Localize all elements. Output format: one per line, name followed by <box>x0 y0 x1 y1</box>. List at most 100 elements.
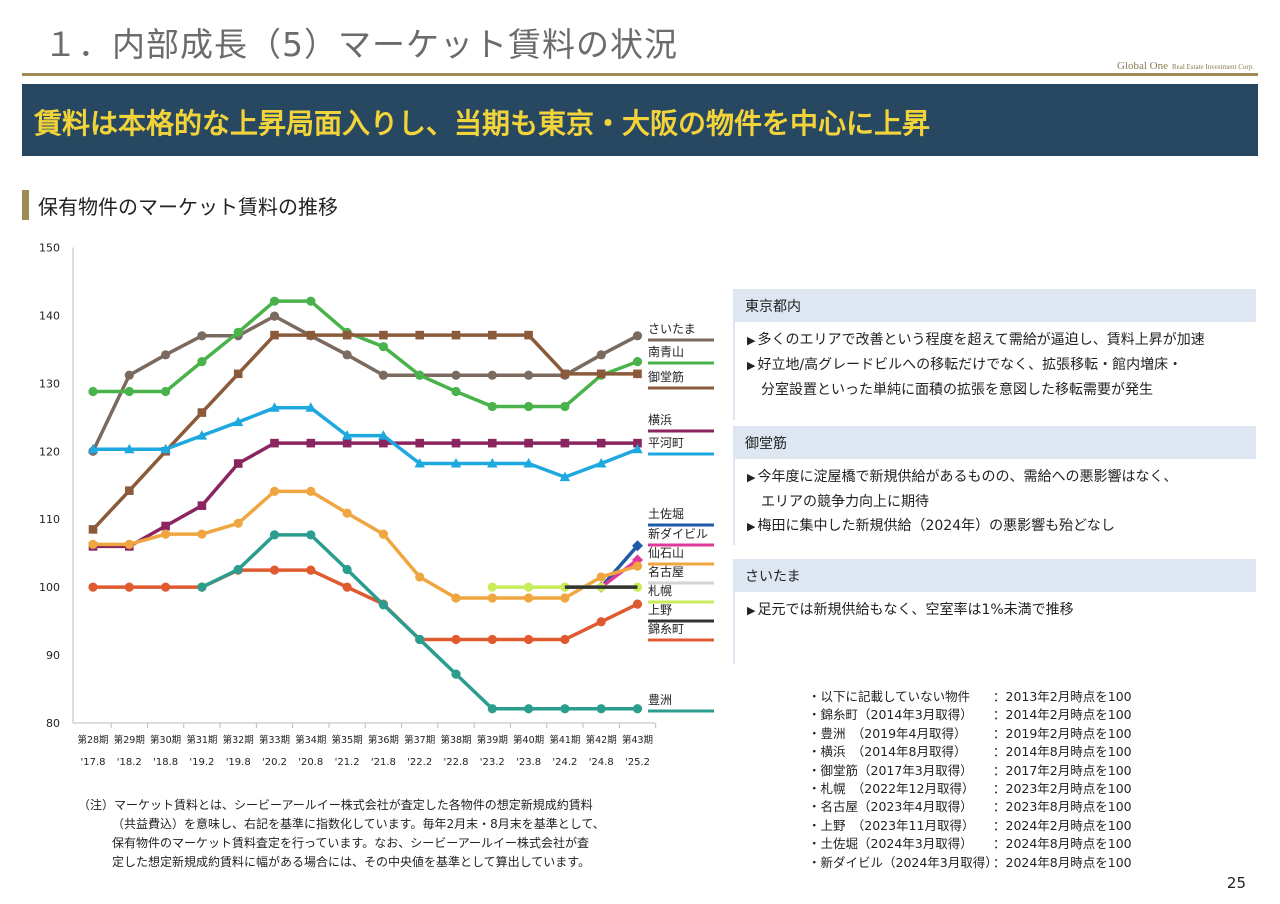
data-point <box>88 525 98 534</box>
panel-body: ▶ 今年度に淀屋橋で新規供給があるものの、需給への悪影響はなく、 エリアの競争力向上… <box>733 459 1256 545</box>
brand-logo: Global One Real Estate Investment Corp. <box>1117 60 1254 72</box>
panel-2: さいたま ▶ 足元では新規供給もなく、空室率は1%未満で推移 <box>733 559 1256 664</box>
title-rule <box>22 73 1258 76</box>
data-point <box>415 572 425 582</box>
baseline-notes: ・以下に記載していない物件 ：2013年2月時点を100 ・錦糸町（2014年3月取… <box>808 688 1132 872</box>
data-point <box>197 357 207 367</box>
panel-0: 東京都内 ▶ 多くのエリアで改善という程度を超えて需給が逼迫し、賃料上昇が加速 ▶ 好立… <box>733 289 1256 420</box>
data-point <box>451 634 461 645</box>
bullet-text: 今年度に淀屋橋で新規供給があるものの、需給への悪影響はなく、 <box>757 469 1178 485</box>
data-point <box>306 565 316 575</box>
x-tick-date-label: '21.2 <box>335 757 360 768</box>
data-point <box>596 704 606 714</box>
x-tick-label: 第32期 <box>223 734 254 746</box>
y-tick-label: 150 <box>39 242 60 255</box>
footnote-line: 定した想定新規成約賃料に幅がある場合には、その中央値を基準として算出しています。 <box>112 855 591 869</box>
note-baseline: ：2014年8月時点を100 <box>993 744 1132 760</box>
note-row: ・豊洲 （2019年4月取得） ：2019年2月時点を100 <box>808 725 1132 743</box>
data-point <box>488 330 497 340</box>
data-point <box>233 459 243 468</box>
bullet-arrow-icon: ▶ <box>747 334 756 347</box>
data-point <box>197 331 207 341</box>
x-tick-label: 第31期 <box>186 734 217 746</box>
x-tick-date-label: '18.8 <box>153 757 178 768</box>
data-point <box>124 386 134 397</box>
x-tick-date-label: '18.2 <box>117 757 142 768</box>
bullet-text: 多くのエリアで改善という程度を超えて需給が逼迫し、賃料上昇が加速 <box>757 332 1205 348</box>
data-point <box>487 704 497 714</box>
data-point <box>451 593 461 603</box>
data-point <box>233 369 243 379</box>
legend-label: 御堂筋 <box>648 369 684 384</box>
x-tick-date-label: '24.8 <box>589 757 614 768</box>
data-point <box>524 370 534 380</box>
x-tick-label: 第42期 <box>586 734 617 746</box>
data-point <box>378 430 389 440</box>
data-point <box>596 350 606 360</box>
data-point <box>524 401 534 412</box>
data-point <box>160 443 171 454</box>
x-tick-date-label: '24.2 <box>552 757 577 768</box>
data-point <box>596 617 606 627</box>
bullet-text: 足元では新規供給もなく、空室率は1%未満で推移 <box>757 602 1074 618</box>
footnote-line: （共益費込）を意味し、右記を基準に指数化しています。毎年2月末・8月末を基準とし… <box>112 817 605 831</box>
x-tick-date-label: '20.2 <box>262 757 287 768</box>
data-point <box>487 634 497 645</box>
data-point <box>124 582 134 592</box>
brand-sub: Real Estate Investment Corp. <box>1171 63 1254 71</box>
data-point <box>269 565 280 575</box>
note-baseline: ：2019年2月時点を100 <box>993 725 1132 741</box>
data-point <box>524 634 534 645</box>
x-tick-date-label: '25.2 <box>625 757 650 768</box>
note-baseline: ：2013年2月時点を100 <box>993 689 1132 704</box>
panel-title: さいたま <box>733 559 1256 592</box>
bullet-arrow-icon: ▶ <box>747 604 756 617</box>
data-point <box>306 438 316 448</box>
data-point <box>415 330 424 340</box>
data-point <box>488 438 497 448</box>
panel-title: 御堂筋 <box>733 426 1256 459</box>
series-line-錦糸町 <box>93 568 639 642</box>
data-point <box>342 582 352 592</box>
data-point <box>632 331 643 341</box>
x-tick-label: 第39期 <box>477 734 508 746</box>
data-point <box>633 369 642 379</box>
series-line-さいたま <box>91 314 639 453</box>
x-tick-label: 第36期 <box>368 734 399 746</box>
bullet-text: 好立地/高グレードビルへの移転だけでなく、拡張移転・館内増床・ <box>757 357 1183 373</box>
data-point <box>487 458 498 468</box>
data-point <box>415 370 425 380</box>
note-property: ・以下に記載していない物件 <box>808 689 971 704</box>
x-tick-date-label: '22.2 <box>407 757 432 768</box>
data-point <box>269 296 280 306</box>
y-tick-label: 120 <box>39 445 60 458</box>
data-point <box>632 357 643 367</box>
footnote: （注）マーケット賃料とは、シービーアールイー株式会社が査定した各物件の想定新規成… <box>78 796 605 872</box>
legend-label: 南青山 <box>648 344 684 359</box>
data-point <box>233 564 243 575</box>
data-point <box>161 386 171 397</box>
x-tick-date-label: '20.8 <box>298 757 323 768</box>
note-property: ・錦糸町（2014年3月取得） <box>808 707 973 723</box>
footnote-line: （注）マーケット賃料とは、シービーアールイー株式会社が査定した各物件の想定新規成… <box>78 798 593 812</box>
note-row: ・上野 （2023年11月取得） ：2024年2月時点を100 <box>808 817 1132 835</box>
headline-banner: 賃料は本格的な上昇局面入りし、当期も東京・大阪の物件を中心に上昇 <box>22 84 1258 156</box>
note-property: ・名古屋（2023年4月取得） <box>808 799 973 815</box>
data-point <box>197 501 207 510</box>
panel-bullet: ▶ 梅田に集中した新規供給（2024年）の悪影響も殆どなし <box>747 514 1256 539</box>
data-point <box>378 600 388 610</box>
panel-bullet: ▶ 好立地/高グレードビルへの移転だけでなく、拡張移転・館内増床・ <box>747 353 1256 378</box>
data-point <box>88 539 98 549</box>
data-point <box>124 539 134 549</box>
data-point <box>632 704 643 714</box>
x-tick-label: 第40期 <box>513 734 544 746</box>
data-point <box>415 438 424 448</box>
x-tick-label: 第37期 <box>404 734 435 746</box>
note-baseline: ：2024年8月時点を100 <box>993 836 1132 852</box>
note-baseline: ：2014年2月時点を100 <box>993 707 1132 723</box>
data-point <box>451 669 461 679</box>
data-point <box>305 402 316 412</box>
data-point <box>270 438 279 448</box>
data-point <box>306 330 316 340</box>
data-point <box>197 582 207 592</box>
